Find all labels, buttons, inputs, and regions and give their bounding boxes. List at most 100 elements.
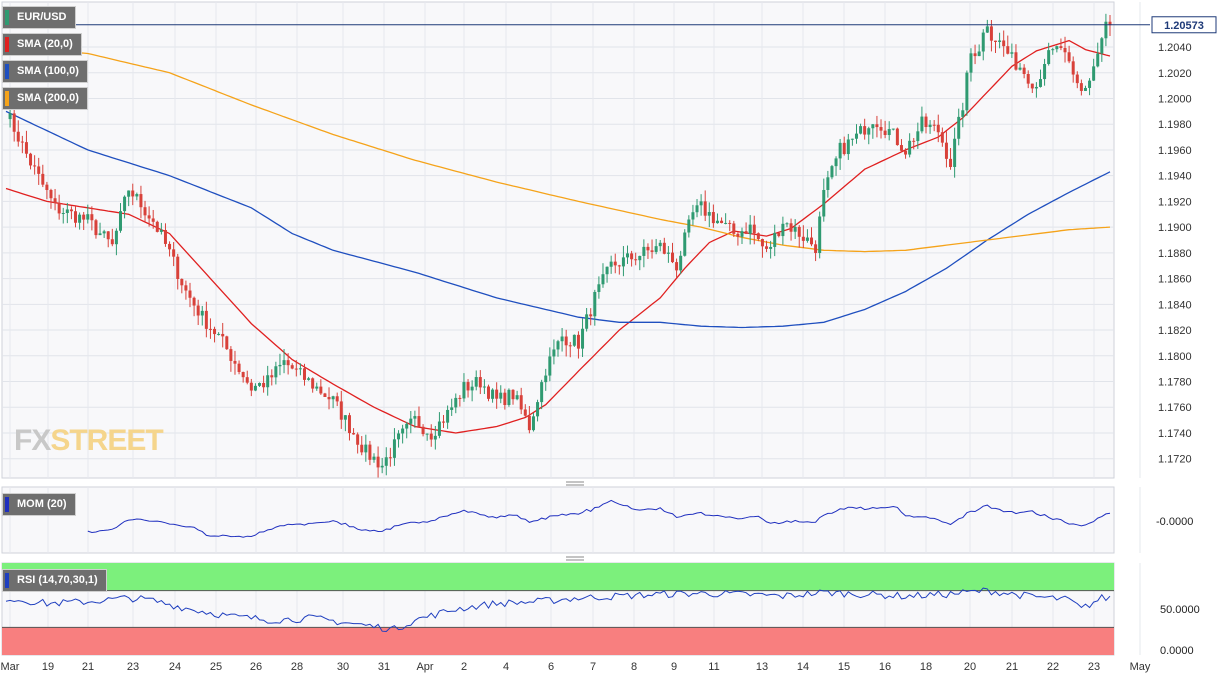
candle — [290, 363, 294, 370]
candle — [715, 213, 719, 224]
candle-body — [940, 132, 944, 143]
candle — [286, 353, 290, 375]
candle-body — [118, 211, 122, 231]
last-price-value: 1.20573 — [1164, 20, 1204, 32]
candle — [241, 371, 245, 383]
candle — [932, 120, 936, 132]
candle-body — [1063, 48, 1067, 53]
candle-body — [425, 433, 429, 435]
candle — [846, 133, 850, 160]
candle-body — [270, 375, 274, 378]
candle-body — [335, 396, 339, 402]
candle-body — [417, 416, 421, 427]
candle-body — [1059, 46, 1063, 49]
y-tick-label: 1.1720 — [1158, 454, 1192, 466]
legend-eurusd[interactable]: EUR/USD — [2, 6, 76, 29]
candle-body — [74, 211, 78, 223]
candle-body — [454, 397, 458, 408]
candle-body — [1051, 49, 1055, 51]
candle-body — [936, 124, 940, 133]
candle-body — [380, 465, 384, 468]
candle-body — [650, 250, 654, 252]
candle-body — [204, 310, 208, 329]
candle — [1067, 45, 1071, 64]
candle-body — [867, 128, 871, 135]
candle — [180, 278, 184, 294]
candle-body — [433, 435, 437, 440]
rsi-line — [5, 587, 1111, 633]
candle — [854, 124, 858, 144]
legend-sma200[interactable]: SMA (200,0) — [2, 87, 88, 110]
legend-rsi[interactable]: RSI (14,70,30,1) — [2, 569, 107, 592]
candle — [1006, 35, 1010, 55]
candle-body — [69, 209, 73, 212]
candle — [879, 119, 883, 139]
candle-body — [392, 439, 396, 458]
candle-body — [576, 334, 580, 349]
candle-body — [176, 256, 180, 279]
candle — [86, 204, 90, 224]
candle-body — [413, 416, 417, 419]
candle — [998, 32, 1002, 49]
candle-body — [339, 401, 343, 420]
x-tick-label: 7 — [590, 661, 596, 673]
candle-body — [994, 40, 998, 42]
legend-sma100[interactable]: SMA (100,0) — [2, 60, 88, 83]
candle-body — [507, 389, 511, 405]
candle-body — [977, 51, 981, 57]
drag-handle-mom[interactable] — [566, 481, 584, 486]
legend-swatch-sma200 — [5, 91, 9, 106]
candle-body — [1100, 38, 1104, 54]
candle — [217, 332, 221, 336]
candle-body — [241, 371, 245, 378]
candle-body — [102, 231, 106, 234]
candle — [928, 120, 932, 134]
candle — [372, 453, 376, 463]
drag-handle-rsi[interactable] — [566, 556, 584, 561]
legend-mom[interactable]: MOM (20) — [2, 493, 76, 516]
candle-body — [78, 214, 82, 223]
candle — [540, 379, 544, 410]
candle-body — [707, 212, 711, 216]
x-tick-label: 23 — [127, 661, 139, 673]
candle-body — [1014, 52, 1018, 70]
candle-body — [53, 198, 57, 203]
candle — [466, 379, 470, 398]
candle-body — [1075, 74, 1079, 84]
candle-body — [188, 290, 192, 298]
candle — [908, 133, 912, 158]
candle-body — [331, 396, 335, 400]
candle-body — [949, 158, 953, 167]
candle — [834, 156, 838, 176]
candle-body — [114, 230, 118, 245]
candle-body — [863, 126, 867, 135]
candle — [143, 200, 147, 223]
x-tick-label: 19 — [42, 661, 54, 673]
x-tick-label: 23 — [1088, 661, 1100, 673]
candle-body — [245, 377, 249, 383]
candle-body — [789, 223, 793, 232]
legend-sma20[interactable]: SMA (20,0) — [2, 33, 82, 56]
y-tick-label: 1.1880 — [1158, 248, 1192, 260]
candle-body — [237, 363, 241, 372]
candle-body — [916, 131, 920, 142]
candle — [90, 206, 94, 231]
candle — [965, 70, 969, 116]
candle-body — [679, 255, 683, 271]
candle — [1096, 42, 1100, 68]
candle-body — [221, 333, 225, 337]
candle — [458, 395, 462, 407]
candle — [380, 457, 384, 474]
candle — [168, 241, 172, 257]
candle — [114, 228, 118, 256]
candle — [470, 380, 474, 402]
candle-body — [213, 328, 217, 335]
candle-body — [736, 233, 740, 237]
candle-body — [572, 334, 576, 346]
candle — [895, 127, 899, 146]
candle-body — [302, 368, 306, 380]
candle — [957, 108, 961, 146]
candle — [274, 361, 278, 385]
candle-body — [249, 382, 253, 391]
candle — [691, 204, 695, 226]
